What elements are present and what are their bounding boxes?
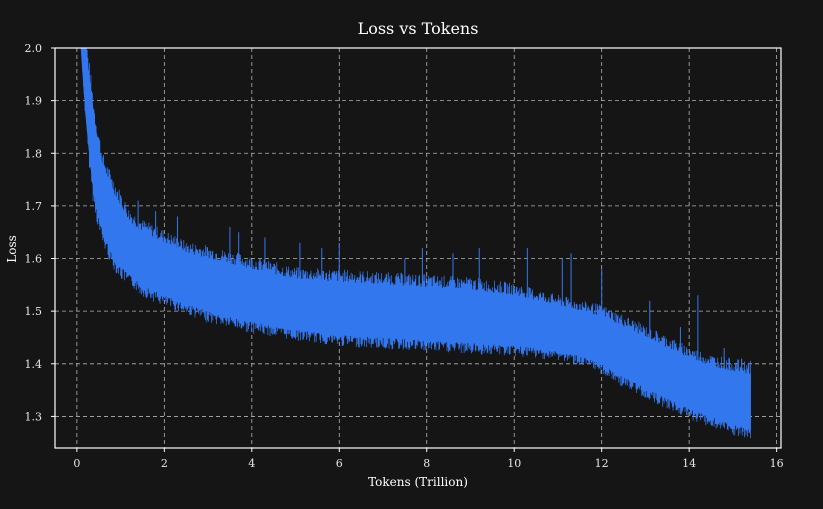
y-tick-label: 1.5	[25, 305, 43, 318]
x-axis-label: Tokens (Trillion)	[368, 475, 468, 489]
x-tick-label: 2	[161, 457, 168, 470]
y-tick-label: 1.4	[25, 358, 43, 371]
x-tick-label: 4	[248, 457, 255, 470]
y-axis-label: Loss	[5, 235, 19, 263]
x-tick-label: 14	[682, 457, 696, 470]
y-tick-label: 1.3	[25, 410, 43, 423]
x-tick-label: 10	[507, 457, 521, 470]
axis-ticks: 0 2 4 6 8 10 12 14 16 1.3 1.4 1.5 1.6 1.7 1.8 1.9 2.0	[25, 42, 784, 470]
x-tick-label: 12	[595, 457, 609, 470]
x-tick-label: 6	[336, 457, 343, 470]
chart-title: Loss vs Tokens	[358, 19, 479, 38]
plot-border	[54, 47, 782, 449]
x-tick-label: 8	[423, 457, 430, 470]
y-tick-label: 1.7	[25, 200, 43, 213]
loss-series	[80, 47, 751, 439]
y-tick-label: 1.6	[25, 253, 43, 266]
x-tick-label: 0	[73, 457, 80, 470]
y-tick-label: 1.8	[25, 147, 43, 160]
loss-noise	[81, 48, 751, 439]
x-tick-label: 16	[770, 457, 784, 470]
y-tick-label: 2.0	[25, 42, 43, 55]
y-tick-label: 1.9	[25, 95, 43, 108]
